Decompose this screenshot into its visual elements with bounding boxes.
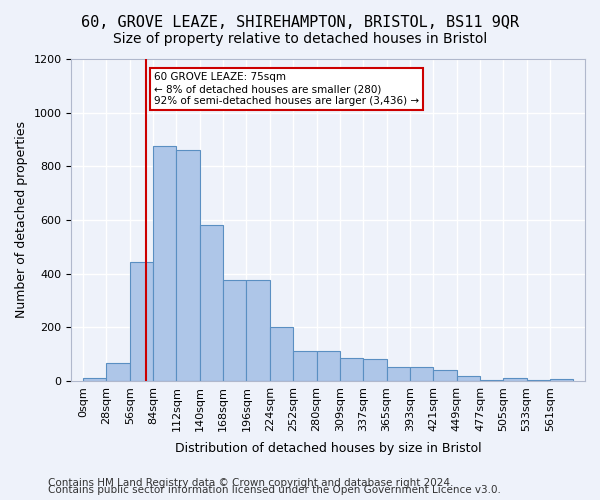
- Bar: [433, 370, 457, 381]
- Bar: [176, 150, 200, 381]
- Y-axis label: Number of detached properties: Number of detached properties: [15, 122, 28, 318]
- Bar: [340, 358, 363, 381]
- Bar: [130, 262, 153, 381]
- Bar: [247, 280, 270, 381]
- Bar: [457, 376, 480, 381]
- Bar: [223, 280, 247, 381]
- Bar: [106, 364, 130, 381]
- X-axis label: Distribution of detached houses by size in Bristol: Distribution of detached houses by size …: [175, 442, 482, 455]
- Text: Size of property relative to detached houses in Bristol: Size of property relative to detached ho…: [113, 32, 487, 46]
- Bar: [480, 380, 503, 381]
- Bar: [317, 352, 340, 381]
- Bar: [270, 328, 293, 381]
- Text: Contains public sector information licensed under the Open Government Licence v3: Contains public sector information licen…: [48, 485, 501, 495]
- Bar: [410, 368, 433, 381]
- Bar: [83, 378, 106, 381]
- Bar: [386, 368, 410, 381]
- Bar: [363, 360, 386, 381]
- Bar: [550, 379, 574, 381]
- Text: 60 GROVE LEAZE: 75sqm
← 8% of detached houses are smaller (280)
92% of semi-deta: 60 GROVE LEAZE: 75sqm ← 8% of detached h…: [154, 72, 419, 106]
- Bar: [293, 352, 317, 381]
- Bar: [200, 226, 223, 381]
- Bar: [527, 380, 550, 381]
- Bar: [503, 378, 527, 381]
- Bar: [153, 146, 176, 381]
- Text: 60, GROVE LEAZE, SHIREHAMPTON, BRISTOL, BS11 9QR: 60, GROVE LEAZE, SHIREHAMPTON, BRISTOL, …: [81, 15, 519, 30]
- Text: Contains HM Land Registry data © Crown copyright and database right 2024.: Contains HM Land Registry data © Crown c…: [48, 478, 454, 488]
